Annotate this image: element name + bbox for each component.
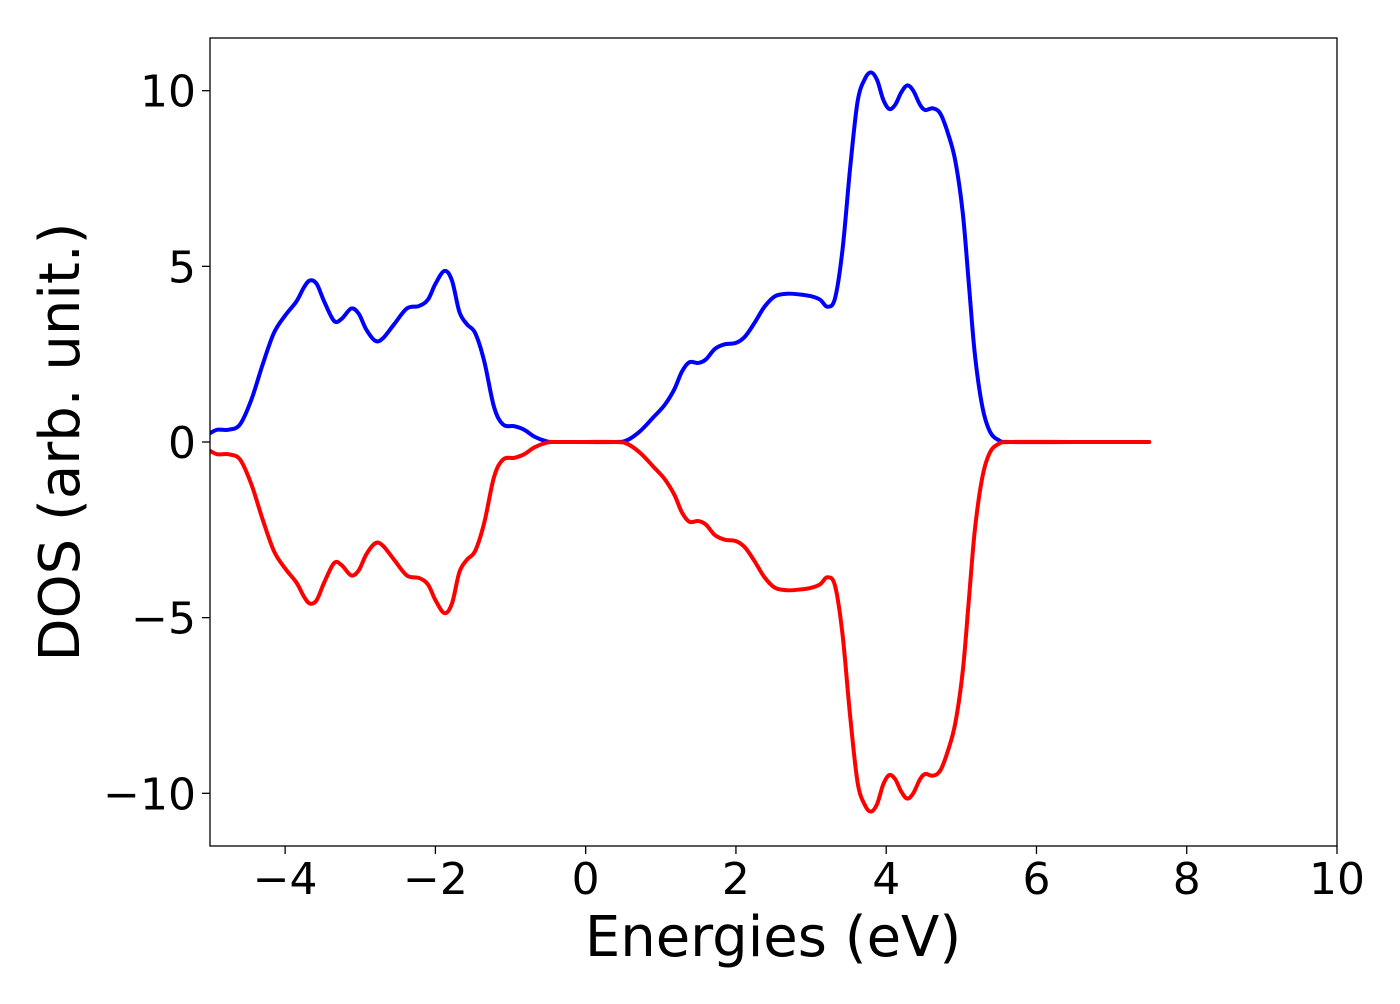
series-layer — [210, 70, 1152, 814]
y-tick-label: 5 — [168, 242, 196, 293]
series-line-2 — [210, 439, 1152, 814]
x-tick-label: 10 — [1309, 854, 1365, 905]
y-axis: −10 −5 0 5 10 — [103, 67, 210, 820]
x-tick-label: −2 — [403, 854, 468, 905]
y-tick-label: −5 — [131, 594, 196, 645]
y-tick-label: 0 — [168, 418, 196, 469]
series-line-1 — [210, 70, 1152, 445]
x-axis: −4 −2 0 2 4 6 8 10 — [253, 846, 1365, 905]
y-axis-label: DOS (arb. unit.) — [28, 222, 93, 661]
x-tick-label: −4 — [253, 854, 318, 905]
y-tick-label: −10 — [103, 769, 196, 820]
x-tick-label: 2 — [722, 854, 750, 905]
x-tick-label: 4 — [872, 854, 900, 905]
x-tick-label: 0 — [572, 854, 600, 905]
x-tick-label: 8 — [1173, 854, 1201, 905]
x-tick-label: 6 — [1022, 854, 1050, 905]
y-tick-label: 10 — [140, 67, 196, 118]
x-axis-label: Energies (eV) — [585, 905, 961, 970]
